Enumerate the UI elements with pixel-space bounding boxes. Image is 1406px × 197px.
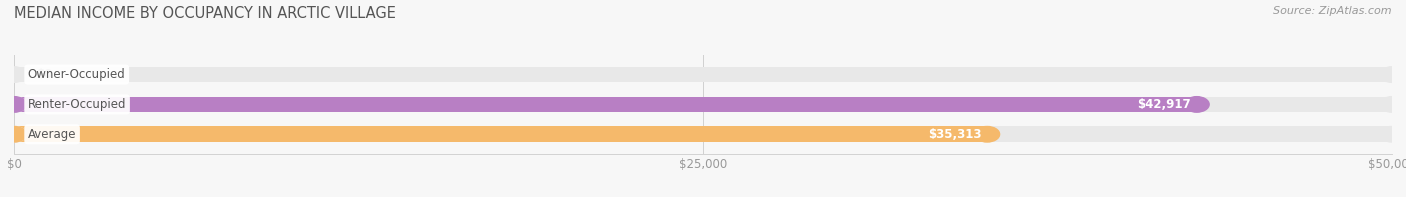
Text: MEDIAN INCOME BY OCCUPANCY IN ARCTIC VILLAGE: MEDIAN INCOME BY OCCUPANCY IN ARCTIC VIL… [14,6,396,21]
Bar [14,67,1392,82]
Bar [14,97,1392,112]
Ellipse shape [1,97,27,112]
Ellipse shape [1184,97,1209,112]
Text: $35,313: $35,313 [928,128,981,141]
Text: $42,917: $42,917 [1137,98,1191,111]
Ellipse shape [1,126,27,142]
Bar [14,126,987,142]
Ellipse shape [974,126,1000,142]
Ellipse shape [1,67,27,82]
Bar [14,97,1197,112]
Ellipse shape [1,126,27,142]
Text: $0: $0 [37,68,52,81]
Text: Owner-Occupied: Owner-Occupied [28,68,125,81]
Ellipse shape [1379,97,1405,112]
Ellipse shape [1379,126,1405,142]
Text: Renter-Occupied: Renter-Occupied [28,98,127,111]
Text: Average: Average [28,128,76,141]
Text: Source: ZipAtlas.com: Source: ZipAtlas.com [1274,6,1392,16]
Ellipse shape [1,97,27,112]
Ellipse shape [1379,67,1405,82]
Bar [14,126,1392,142]
